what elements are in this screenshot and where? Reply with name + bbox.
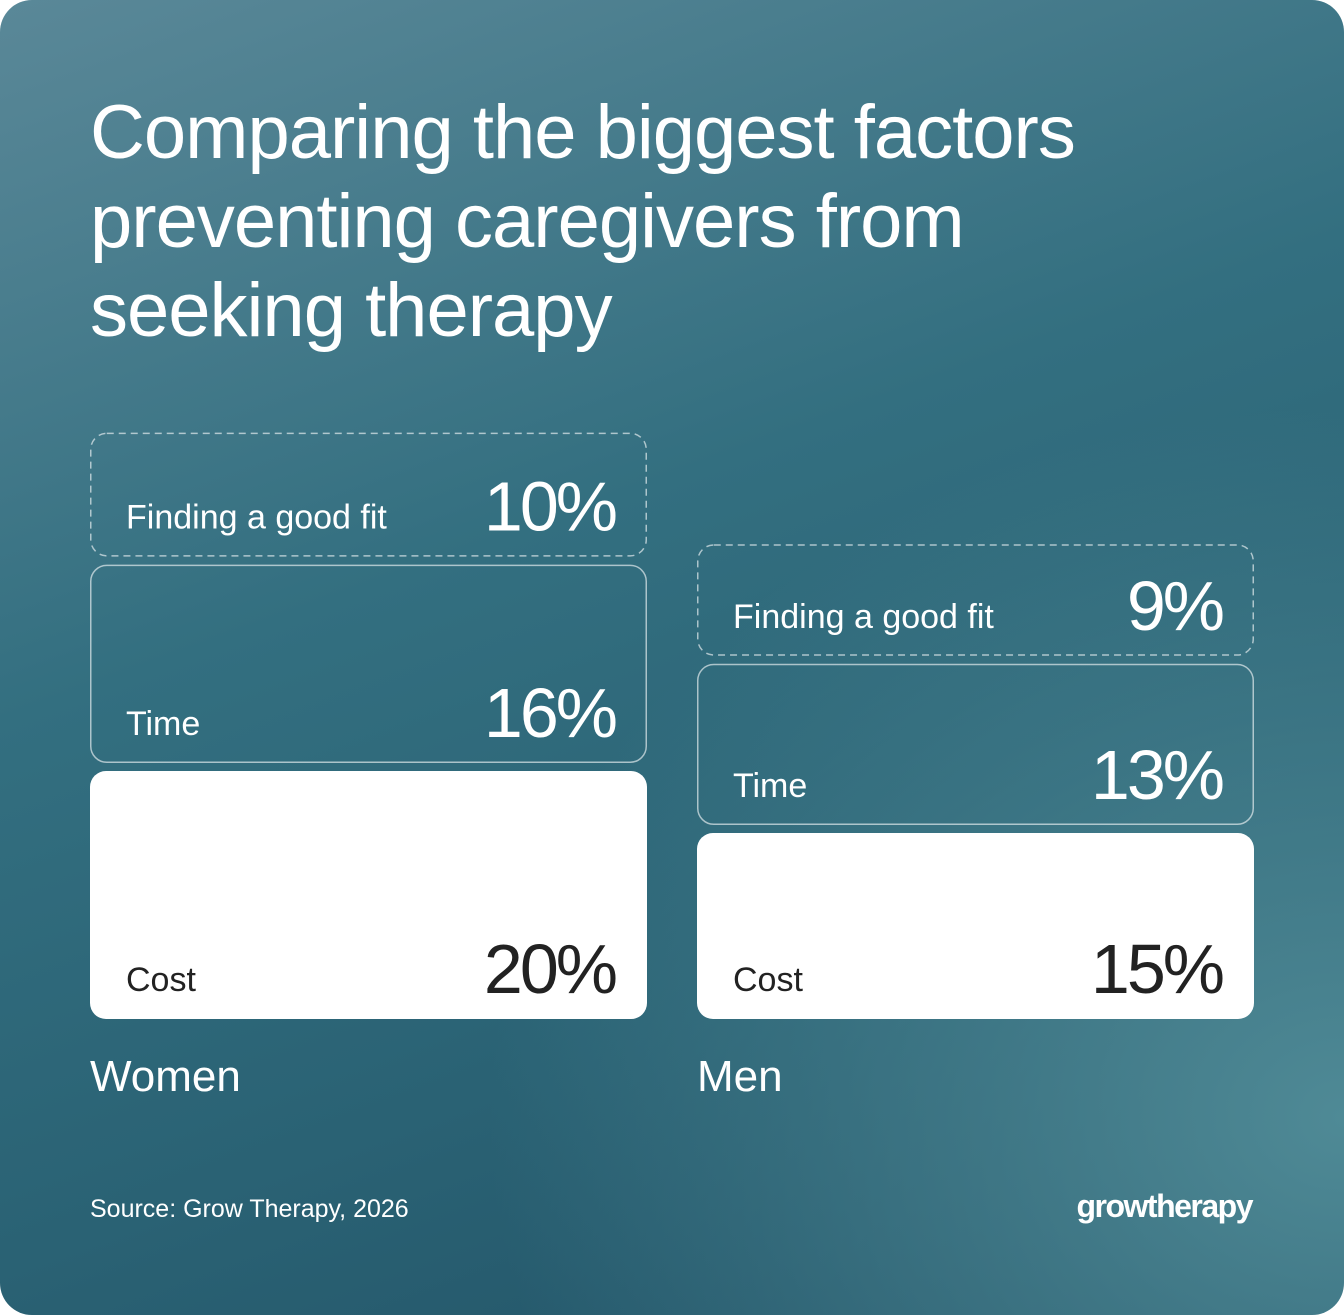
logo: growtherapy	[1076, 1188, 1253, 1224]
value-label: 9%	[1127, 567, 1223, 645]
value-label: 10%	[484, 468, 616, 546]
value-label: 13%	[1091, 736, 1223, 814]
segment-label: Cost	[733, 961, 803, 999]
bar-segment	[90, 432, 647, 557]
value-label: 20%	[484, 930, 616, 1008]
segment-label: Cost	[126, 961, 196, 999]
value-label: 16%	[484, 674, 616, 752]
bar-segment	[697, 833, 1254, 1019]
bar-segment	[90, 564, 647, 763]
bar-segment	[697, 544, 1254, 656]
category-label: Women	[90, 1052, 241, 1101]
chart-title: Comparing the biggest factors preventing…	[90, 90, 1076, 353]
segment-label: Finding a good fit	[126, 499, 387, 537]
segment-label: Time	[126, 705, 200, 743]
segment-label: Time	[733, 767, 807, 805]
segment-label: Finding a good fit	[733, 598, 994, 636]
value-label: 15%	[1091, 930, 1223, 1008]
bar-segment	[697, 663, 1254, 825]
source: Source: Grow Therapy, 2026	[90, 1195, 409, 1223]
bar-segment	[90, 771, 647, 1019]
category-label: Men	[697, 1052, 783, 1101]
